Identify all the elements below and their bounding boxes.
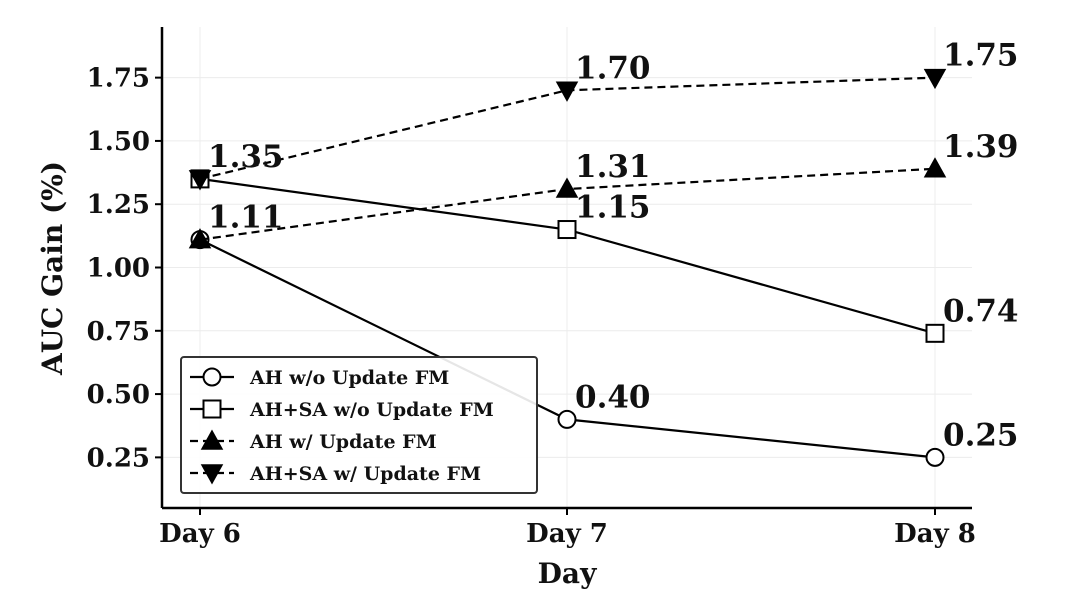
series-layer bbox=[188, 68, 947, 467]
data-point bbox=[925, 447, 945, 467]
x-tick-label: Day 6 bbox=[159, 519, 241, 549]
data-label: 0.74 bbox=[943, 293, 1019, 329]
data-label: 1.70 bbox=[575, 50, 651, 86]
y-tick-label: 0.50 bbox=[87, 380, 150, 410]
x-tick-label: Day 8 bbox=[894, 519, 976, 549]
data-label: 0.25 bbox=[943, 417, 1019, 453]
data-label: 0.40 bbox=[575, 379, 651, 415]
legend-marker bbox=[202, 367, 222, 387]
data-point bbox=[555, 177, 579, 198]
data-point bbox=[925, 323, 945, 343]
y-tick-label: 1.25 bbox=[87, 190, 150, 220]
data-point bbox=[188, 170, 212, 191]
series-3 bbox=[188, 157, 947, 249]
data-label: 1.75 bbox=[943, 38, 1019, 74]
data-label: 1.31 bbox=[575, 149, 651, 185]
data-label: 1.39 bbox=[943, 129, 1019, 165]
data-label: 1.11 bbox=[208, 200, 284, 236]
legend-marker bbox=[202, 399, 222, 419]
data-point bbox=[555, 81, 579, 102]
legend-marker bbox=[200, 429, 224, 450]
data-point bbox=[923, 157, 947, 178]
y-ticks: 0.25 0.50 0.75 1.00 1.25 1.50 1.75 bbox=[87, 64, 162, 473]
data-point bbox=[188, 228, 212, 249]
legend-item: AH w/ Update FM bbox=[190, 429, 437, 453]
data-point bbox=[557, 220, 577, 240]
y-tick-label: 1.75 bbox=[87, 64, 150, 94]
data-point bbox=[557, 409, 577, 429]
y-axis-title: AUC Gain (%) bbox=[36, 161, 69, 376]
legend-item: AH+SA w/ Update FM bbox=[190, 463, 481, 485]
y-tick-label: 1.50 bbox=[87, 127, 150, 157]
x-tick-label: Day 7 bbox=[526, 519, 608, 549]
y-tick-label: 0.75 bbox=[87, 317, 150, 347]
legend-marker bbox=[200, 464, 224, 485]
legend-box bbox=[180, 356, 538, 494]
y-tick-label: 0.25 bbox=[87, 443, 150, 473]
legend-item: AH w/o Update FM bbox=[190, 367, 449, 389]
legend: AH w/o Update FM AH+SA w/o Update FM AH w/… bbox=[180, 356, 538, 494]
legend-item: AH+SA w/o Update FM bbox=[190, 399, 494, 421]
series-4 bbox=[188, 68, 947, 191]
data-label: 1.35 bbox=[208, 139, 284, 175]
legend-label: AH+SA w/ Update FM bbox=[249, 463, 481, 485]
data-point bbox=[923, 68, 947, 90]
x-axis-title: Day bbox=[538, 557, 597, 590]
legend-label: AH w/ Update FM bbox=[249, 431, 437, 453]
data-label: 1.15 bbox=[575, 190, 651, 226]
x-ticks: Day 6 Day 7 Day 8 bbox=[159, 508, 976, 549]
data-labels: 1.11 0.40 0.25 1.35 1.15 0.74 1.31 1.39 1.70 1.75 bbox=[208, 38, 1019, 454]
legend-label: AH w/o Update FM bbox=[249, 367, 449, 389]
legend-label: AH+SA w/o Update FM bbox=[249, 399, 494, 421]
y-tick-label: 1.00 bbox=[87, 254, 150, 284]
